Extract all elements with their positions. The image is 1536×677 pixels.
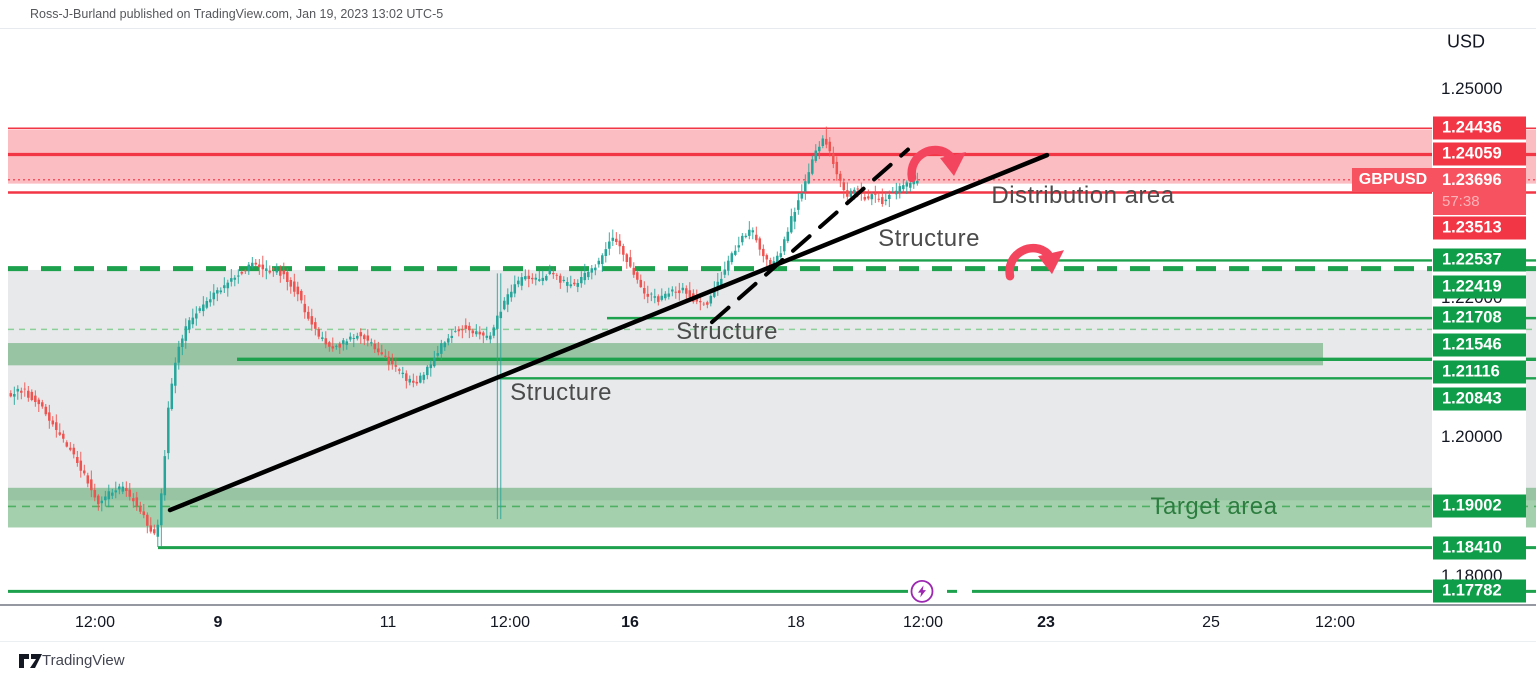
axis-tick: 1.25000 [1441,79,1503,98]
bar-countdown: 57:38 [1442,193,1480,211]
axis-label-red: 1.23513 [1433,216,1526,240]
axis-label-red: 1.24059 [1433,142,1526,166]
time-label: 16 [621,614,639,631]
axis-label-green: 1.21116 [1433,360,1526,384]
axis-label-red: 1.24436 [1433,116,1526,140]
arrow-body [1005,244,1053,281]
dashed-trendline[interactable] [710,147,910,325]
range-zone [8,269,1536,501]
time-label: 25 [1202,614,1220,631]
time-label: 12:00 [489,614,531,631]
time-label: 12:00 [74,614,116,631]
time-label: 12:00 [902,614,944,631]
chart-top-border [0,28,1536,29]
target-zone [8,487,1536,528]
axis-tick: 1.20000 [1441,427,1503,446]
candle-bodies-down [9,138,884,534]
distribution-zone [8,129,1536,184]
axis-label-green: 1.21546 [1433,333,1526,357]
arrow-head [940,151,966,176]
axis-label-green: 1.21708 [1433,306,1526,330]
lightning-bolt-icon [918,585,926,598]
arrow-body [907,145,955,183]
time-label: 23 [1037,614,1055,631]
candle-bodies-up [13,138,919,537]
ascending-trendline[interactable] [167,152,1050,513]
axis-currency-label: USD [1447,31,1486,52]
red-curved-arrow [1005,244,1064,281]
footer: TradingView [0,641,1536,677]
red-curved-arrow [907,145,966,183]
time-label: 11 [379,614,397,631]
axis-label-green: 1.20843 [1433,387,1526,411]
last-price-label: 1.23696 57:38 [1433,168,1526,216]
axis-label-green: 1.19002 [1433,494,1526,518]
arrow-head [1038,250,1064,275]
tradingview-logo-icon[interactable] [19,653,43,669]
axis-label-green: 1.22537 [1433,248,1526,272]
axis-label-green: 1.22419 [1433,275,1526,299]
symbol-name-tag: GBPUSD [1352,168,1434,193]
time-axis[interactable]: 12:00 9 11 12:00 16 18 12:00 23 25 12:00 [0,604,1536,643]
time-label: 12:00 [1314,614,1356,631]
axis-label-green: 1.17782 [1433,579,1526,603]
last-price-value: 1.23696 [1442,171,1502,190]
tradingview-brand-text[interactable]: TradingView [42,652,125,669]
time-label: 18 [787,614,805,631]
axis-label-green: 1.18410 [1433,536,1526,560]
publish-attribution: Ross-J-Burland published on TradingView.… [30,7,444,21]
alert-icon[interactable] [910,579,934,603]
time-label: 9 [213,614,223,631]
